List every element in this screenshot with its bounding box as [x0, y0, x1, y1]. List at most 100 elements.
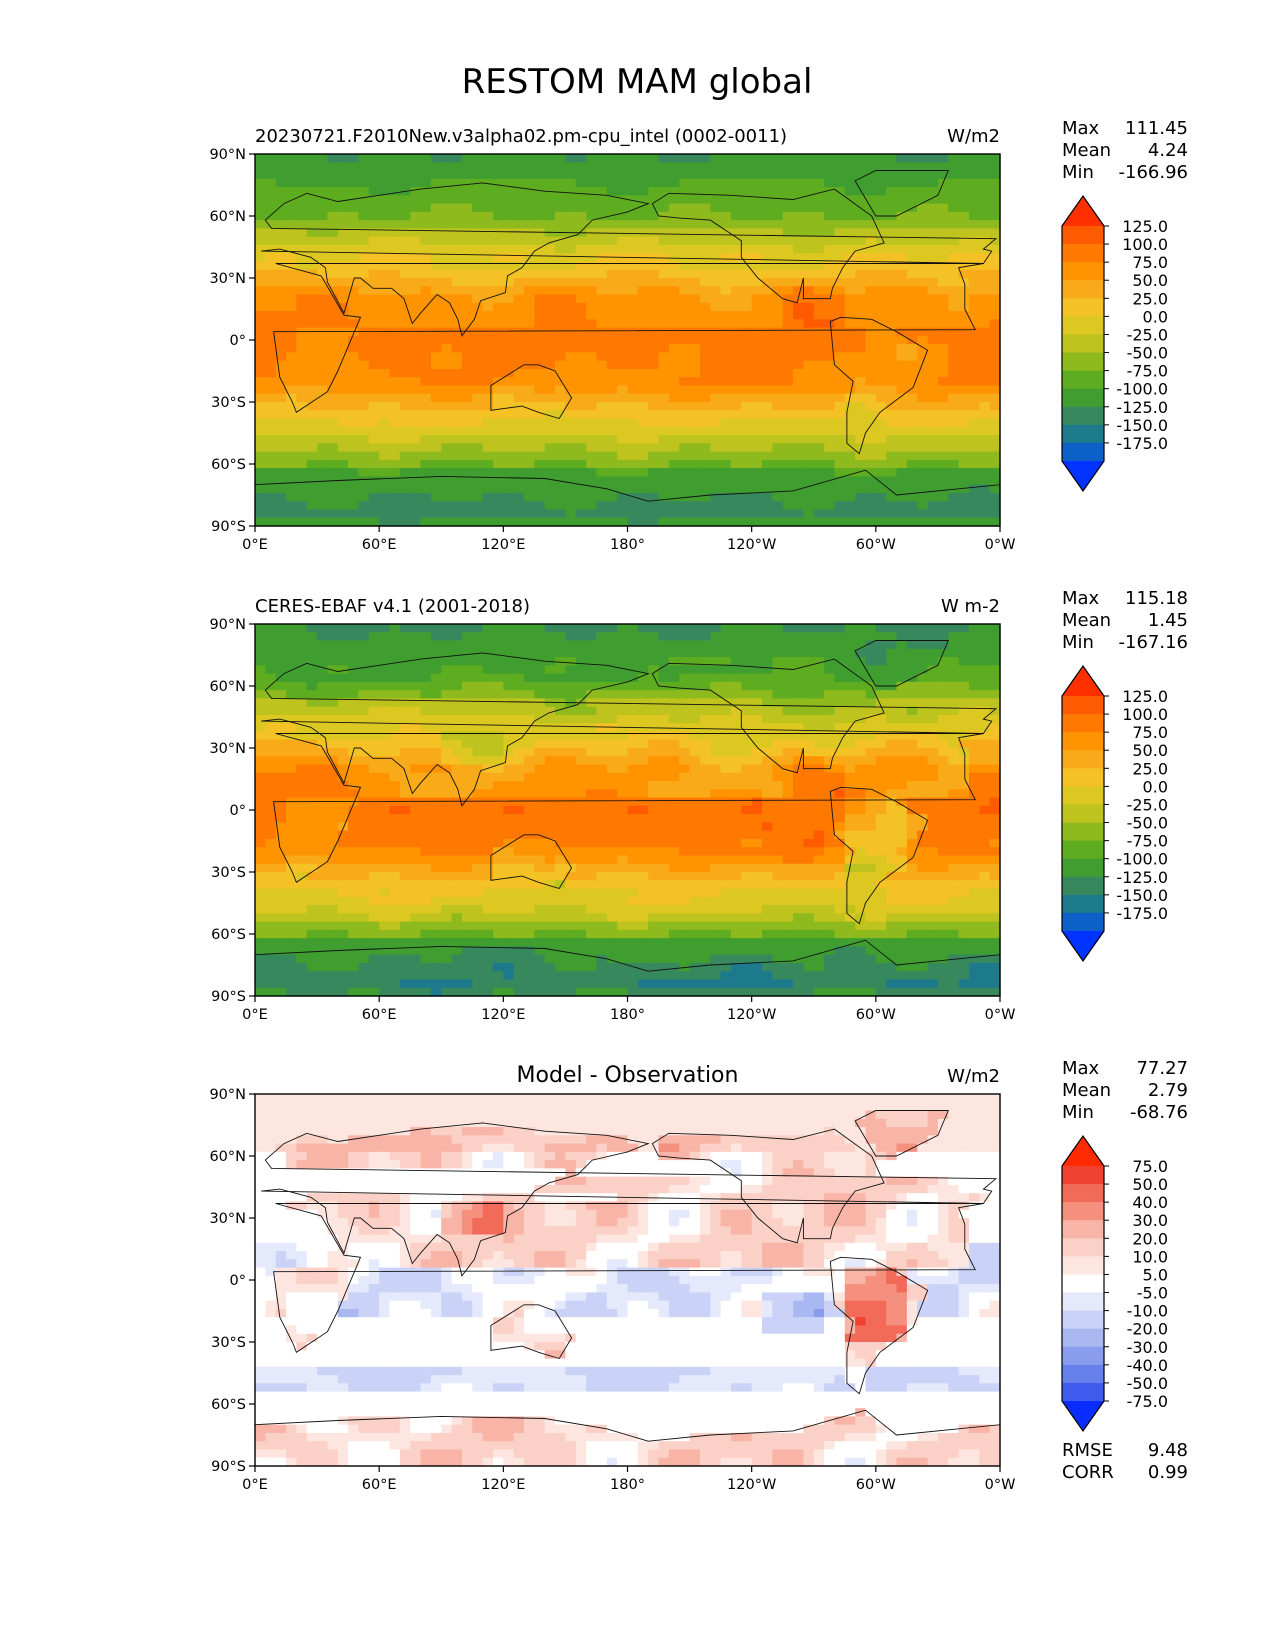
heatmap-cell — [979, 681, 991, 691]
heatmap-cell — [337, 476, 349, 486]
heatmap-cell — [917, 236, 929, 246]
heatmap-cell — [937, 228, 949, 238]
heatmap-cell — [596, 723, 608, 733]
heatmap-cell — [555, 748, 567, 757]
heatmap-cell — [379, 484, 391, 494]
heatmap-cell — [679, 418, 691, 428]
heatmap-cell — [958, 484, 970, 494]
heatmap-cell — [958, 236, 970, 246]
heatmap-cell — [503, 665, 515, 675]
heatmap-cell — [865, 739, 877, 749]
heatmap-cell — [430, 302, 442, 312]
heatmap-cell — [865, 731, 877, 741]
heatmap-cell — [472, 714, 484, 724]
heatmap-cell — [689, 509, 701, 519]
heatmap-cell — [451, 756, 463, 766]
heatmap-cell — [617, 426, 629, 436]
heatmap-cell — [306, 402, 318, 411]
heatmap-cell — [368, 311, 380, 320]
heatmap-cell — [844, 402, 856, 411]
heatmap-cell — [710, 789, 722, 799]
heatmap-cell — [668, 228, 680, 238]
heatmap-cell — [906, 681, 918, 691]
heatmap-cell — [824, 344, 836, 353]
heatmap-cell — [710, 476, 722, 486]
heatmap-cell — [524, 805, 535, 815]
heatmap-cell — [813, 368, 825, 378]
heatmap-cell — [358, 385, 370, 395]
heatmap-cell — [937, 286, 949, 296]
heatmap-cell — [968, 203, 980, 213]
heatmap-cell — [503, 253, 515, 263]
heatmap-cell — [544, 797, 556, 807]
heatmap-cell — [451, 797, 463, 807]
heatmap-cell — [565, 459, 577, 469]
heatmap-cell — [286, 501, 297, 511]
heatmap-cell — [286, 294, 297, 304]
heatmap-cell — [255, 657, 266, 666]
heatmap-cell — [762, 385, 773, 395]
heatmap-cell — [265, 393, 277, 403]
heatmap-cell — [410, 476, 422, 486]
heatmap-cell — [441, 244, 453, 254]
heatmap-cell — [855, 402, 867, 411]
heatmap-cell — [658, 236, 670, 246]
heatmap-cell — [337, 706, 349, 716]
heatmap-cell — [741, 170, 753, 180]
heatmap-cell — [420, 468, 432, 477]
heatmap-cell — [824, 756, 836, 766]
heatmap-cell — [389, 162, 401, 172]
heatmap-cell — [896, 492, 908, 502]
heatmap-cell — [606, 731, 618, 741]
heatmap-cell — [927, 195, 939, 205]
heatmap-cell — [617, 187, 629, 196]
heatmap-cell — [348, 443, 360, 453]
heatmap-cell — [968, 187, 980, 196]
heatmap-cell — [658, 203, 670, 213]
heatmap-cell — [741, 805, 753, 815]
heatmap-cell — [327, 335, 339, 345]
heatmap-cell — [772, 360, 784, 370]
heatmap-cell — [306, 244, 318, 254]
heatmap-cell — [482, 797, 494, 807]
heatmap-cell — [503, 632, 515, 642]
heatmap-cell — [710, 681, 722, 691]
heatmap-cell — [699, 211, 711, 221]
heatmap-cell — [834, 805, 846, 815]
heatmap-cell — [803, 509, 815, 519]
heatmap-cell — [679, 187, 691, 196]
heatmap-cell — [379, 368, 391, 378]
heatmap-cell — [399, 805, 411, 815]
heatmap-cell — [534, 327, 546, 337]
heatmap-cell — [699, 195, 711, 205]
heatmap-cell — [430, 681, 442, 691]
heatmap-cell — [886, 698, 898, 708]
heatmap-cell — [699, 244, 711, 254]
heatmap-cell — [451, 731, 463, 741]
heatmap-cell — [617, 154, 629, 163]
heatmap-cell — [348, 665, 360, 675]
heatmap-cell — [265, 344, 277, 353]
heatmap-cell — [793, 377, 805, 387]
heatmap-cell — [451, 360, 463, 370]
heatmap-cell — [534, 319, 546, 329]
heatmap-cell — [379, 311, 391, 320]
heatmap-cell — [410, 665, 422, 675]
heatmap-cell — [596, 492, 608, 502]
heatmap-cell — [751, 772, 763, 782]
heatmap-cell — [430, 517, 442, 527]
heatmap-cell — [689, 632, 701, 642]
heatmap-cell — [813, 286, 825, 296]
heatmap-cell — [337, 253, 349, 263]
heatmap-cell — [524, 385, 535, 395]
heatmap-cell — [648, 698, 660, 708]
heatmap-cell — [513, 797, 525, 807]
heatmap-cell — [275, 344, 287, 353]
heatmap-cell — [513, 509, 525, 519]
heatmap-cell — [989, 228, 1001, 238]
heatmap-cell — [720, 789, 732, 799]
heatmap-cell — [513, 244, 525, 254]
heatmap-cell — [586, 368, 598, 378]
heatmap-cell — [917, 723, 929, 733]
heatmap-cell — [513, 360, 525, 370]
